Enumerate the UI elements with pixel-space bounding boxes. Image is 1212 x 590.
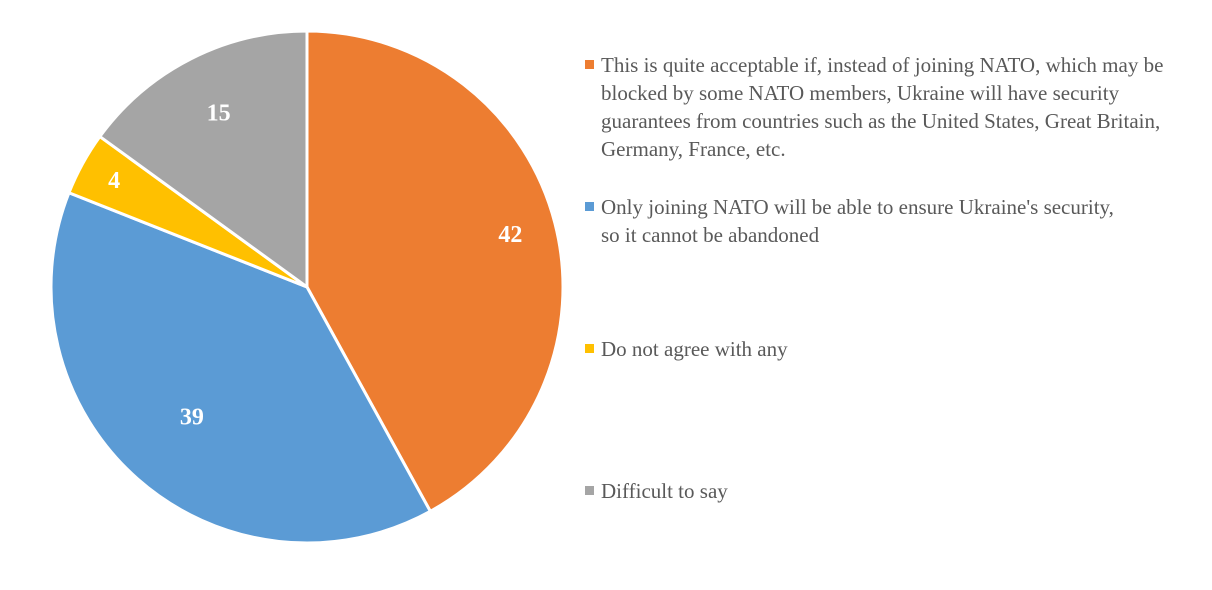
data-label-do-not-agree-with-any: 4 xyxy=(108,168,120,194)
chart-legend: This is quite acceptable if, instead of … xyxy=(585,0,1185,590)
data-label-this-is-quite-acceptable-if-inst: 42 xyxy=(498,222,522,248)
legend-swatch-gray xyxy=(585,486,594,495)
data-label-only-joining-nato-will-be-able-t: 39 xyxy=(180,405,204,431)
legend-swatch-yellow xyxy=(585,344,594,353)
pie-slice-difficult-to-say xyxy=(98,29,309,289)
legend-item-acceptable-guarantees: This is quite acceptable if, instead of … xyxy=(585,51,1185,163)
legend-swatch-blue xyxy=(585,202,594,211)
legend-item-disagree: Do not agree with any xyxy=(585,335,1185,363)
pie-slice-only-joining-nato-will-be-able-t xyxy=(49,191,432,545)
legend-label: Only joining NATO will be able to ensure… xyxy=(601,195,1114,247)
data-label-difficult-to-say: 15 xyxy=(207,101,231,127)
legend-label: Do not agree with any xyxy=(601,337,788,361)
legend-item-difficult: Difficult to say xyxy=(585,477,1185,505)
legend-label: Difficult to say xyxy=(601,479,728,503)
legend-label: This is quite acceptable if, instead of … xyxy=(601,53,1164,161)
pie-slice-this-is-quite-acceptable-if-inst xyxy=(305,29,565,513)
pie-chart: 42 39 4 15 xyxy=(49,29,565,545)
legend-item-only-nato: Only joining NATO will be able to ensure… xyxy=(585,193,1185,249)
legend-swatch-orange xyxy=(585,60,594,69)
